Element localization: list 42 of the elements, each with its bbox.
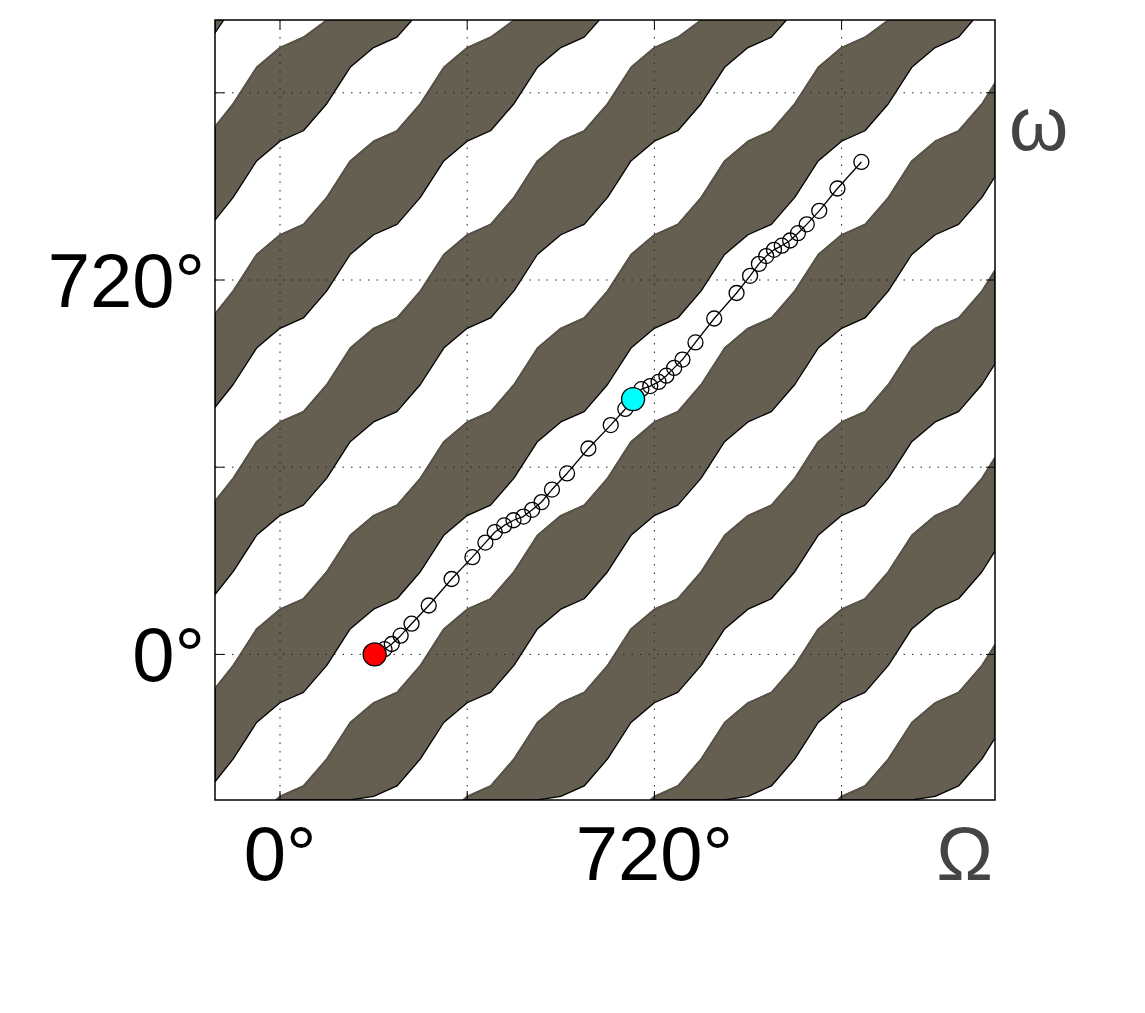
point [558, 465, 576, 482]
point [750, 255, 768, 273]
point [642, 377, 659, 395]
point [533, 493, 550, 511]
point [758, 247, 775, 265]
point [706, 310, 723, 327]
point [443, 570, 460, 588]
point [620, 386, 646, 412]
point [674, 351, 691, 368]
point [362, 642, 387, 667]
point [524, 501, 541, 518]
point [505, 512, 522, 529]
point [477, 534, 494, 551]
point [464, 549, 481, 566]
point [650, 373, 667, 391]
y-axis-title: ω [1009, 81, 1069, 166]
point [543, 481, 561, 498]
point [789, 225, 807, 242]
point [403, 615, 420, 632]
point [765, 241, 783, 258]
point [798, 216, 815, 233]
point [486, 524, 503, 541]
point [383, 635, 400, 653]
point [687, 334, 704, 351]
point [602, 416, 619, 434]
point [781, 232, 799, 249]
point [829, 180, 846, 197]
point [658, 367, 675, 384]
point [617, 400, 634, 418]
point [853, 153, 870, 171]
point [666, 359, 683, 377]
point [420, 597, 437, 614]
point [811, 202, 828, 219]
point [728, 284, 745, 302]
point [633, 381, 650, 398]
point [773, 237, 790, 254]
point [392, 627, 409, 644]
x-axis-title: Ω [936, 811, 993, 896]
point [741, 267, 759, 284]
point [495, 517, 513, 534]
point [515, 508, 532, 525]
point [580, 440, 597, 457]
